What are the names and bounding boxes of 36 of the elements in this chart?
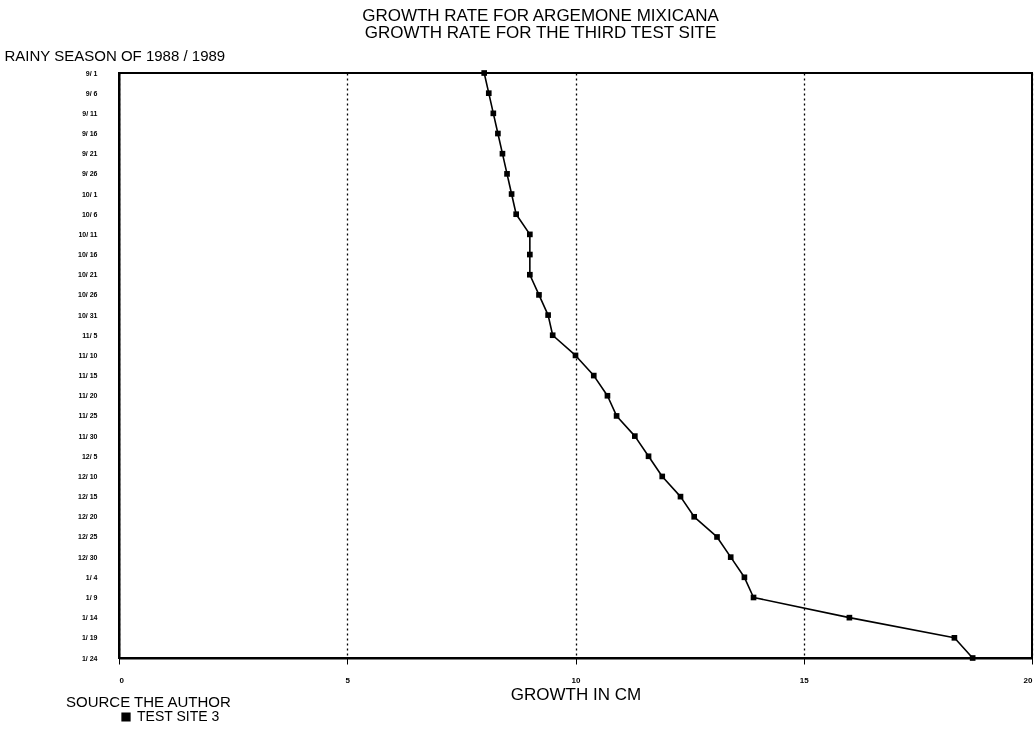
x-tick-label: 10 [571,675,581,685]
chart-subtitle: GROWTH RATE FOR THE THIRD TEST SITE [364,23,717,42]
point [536,292,542,298]
y-axis-title: RAINY SEASON OF 1988 / 1989 [4,46,226,64]
point [613,413,620,419]
point [481,70,488,76]
x-tick-label: 0 [119,675,125,685]
x-tick-label: 5 [345,675,351,685]
point [645,453,652,460]
point [691,513,698,520]
point [499,150,506,157]
point [969,655,976,661]
point [951,635,958,641]
point [527,231,533,238]
point [495,130,501,137]
point [527,271,533,278]
point [604,392,611,399]
point [485,90,492,96]
point [513,211,519,218]
point [714,534,720,540]
legend-label: TEST SITE 3 [137,708,220,724]
point [527,251,533,258]
point [741,574,748,581]
point [727,554,734,560]
point [632,433,638,439]
x-tick-label: 15 [799,675,810,685]
point [590,372,597,379]
x-axis-title: GROWTH IN CM [510,684,642,704]
point [504,171,510,177]
x-tick-label: 20 [1023,675,1034,685]
point [549,332,556,339]
point [508,191,515,197]
point [659,473,666,480]
point [545,312,551,318]
chart-title: GROWTH RATE FOR ARGEMONE MIXICANA [362,6,720,25]
source-note: SOURCE THE AUTHOR [66,693,231,710]
